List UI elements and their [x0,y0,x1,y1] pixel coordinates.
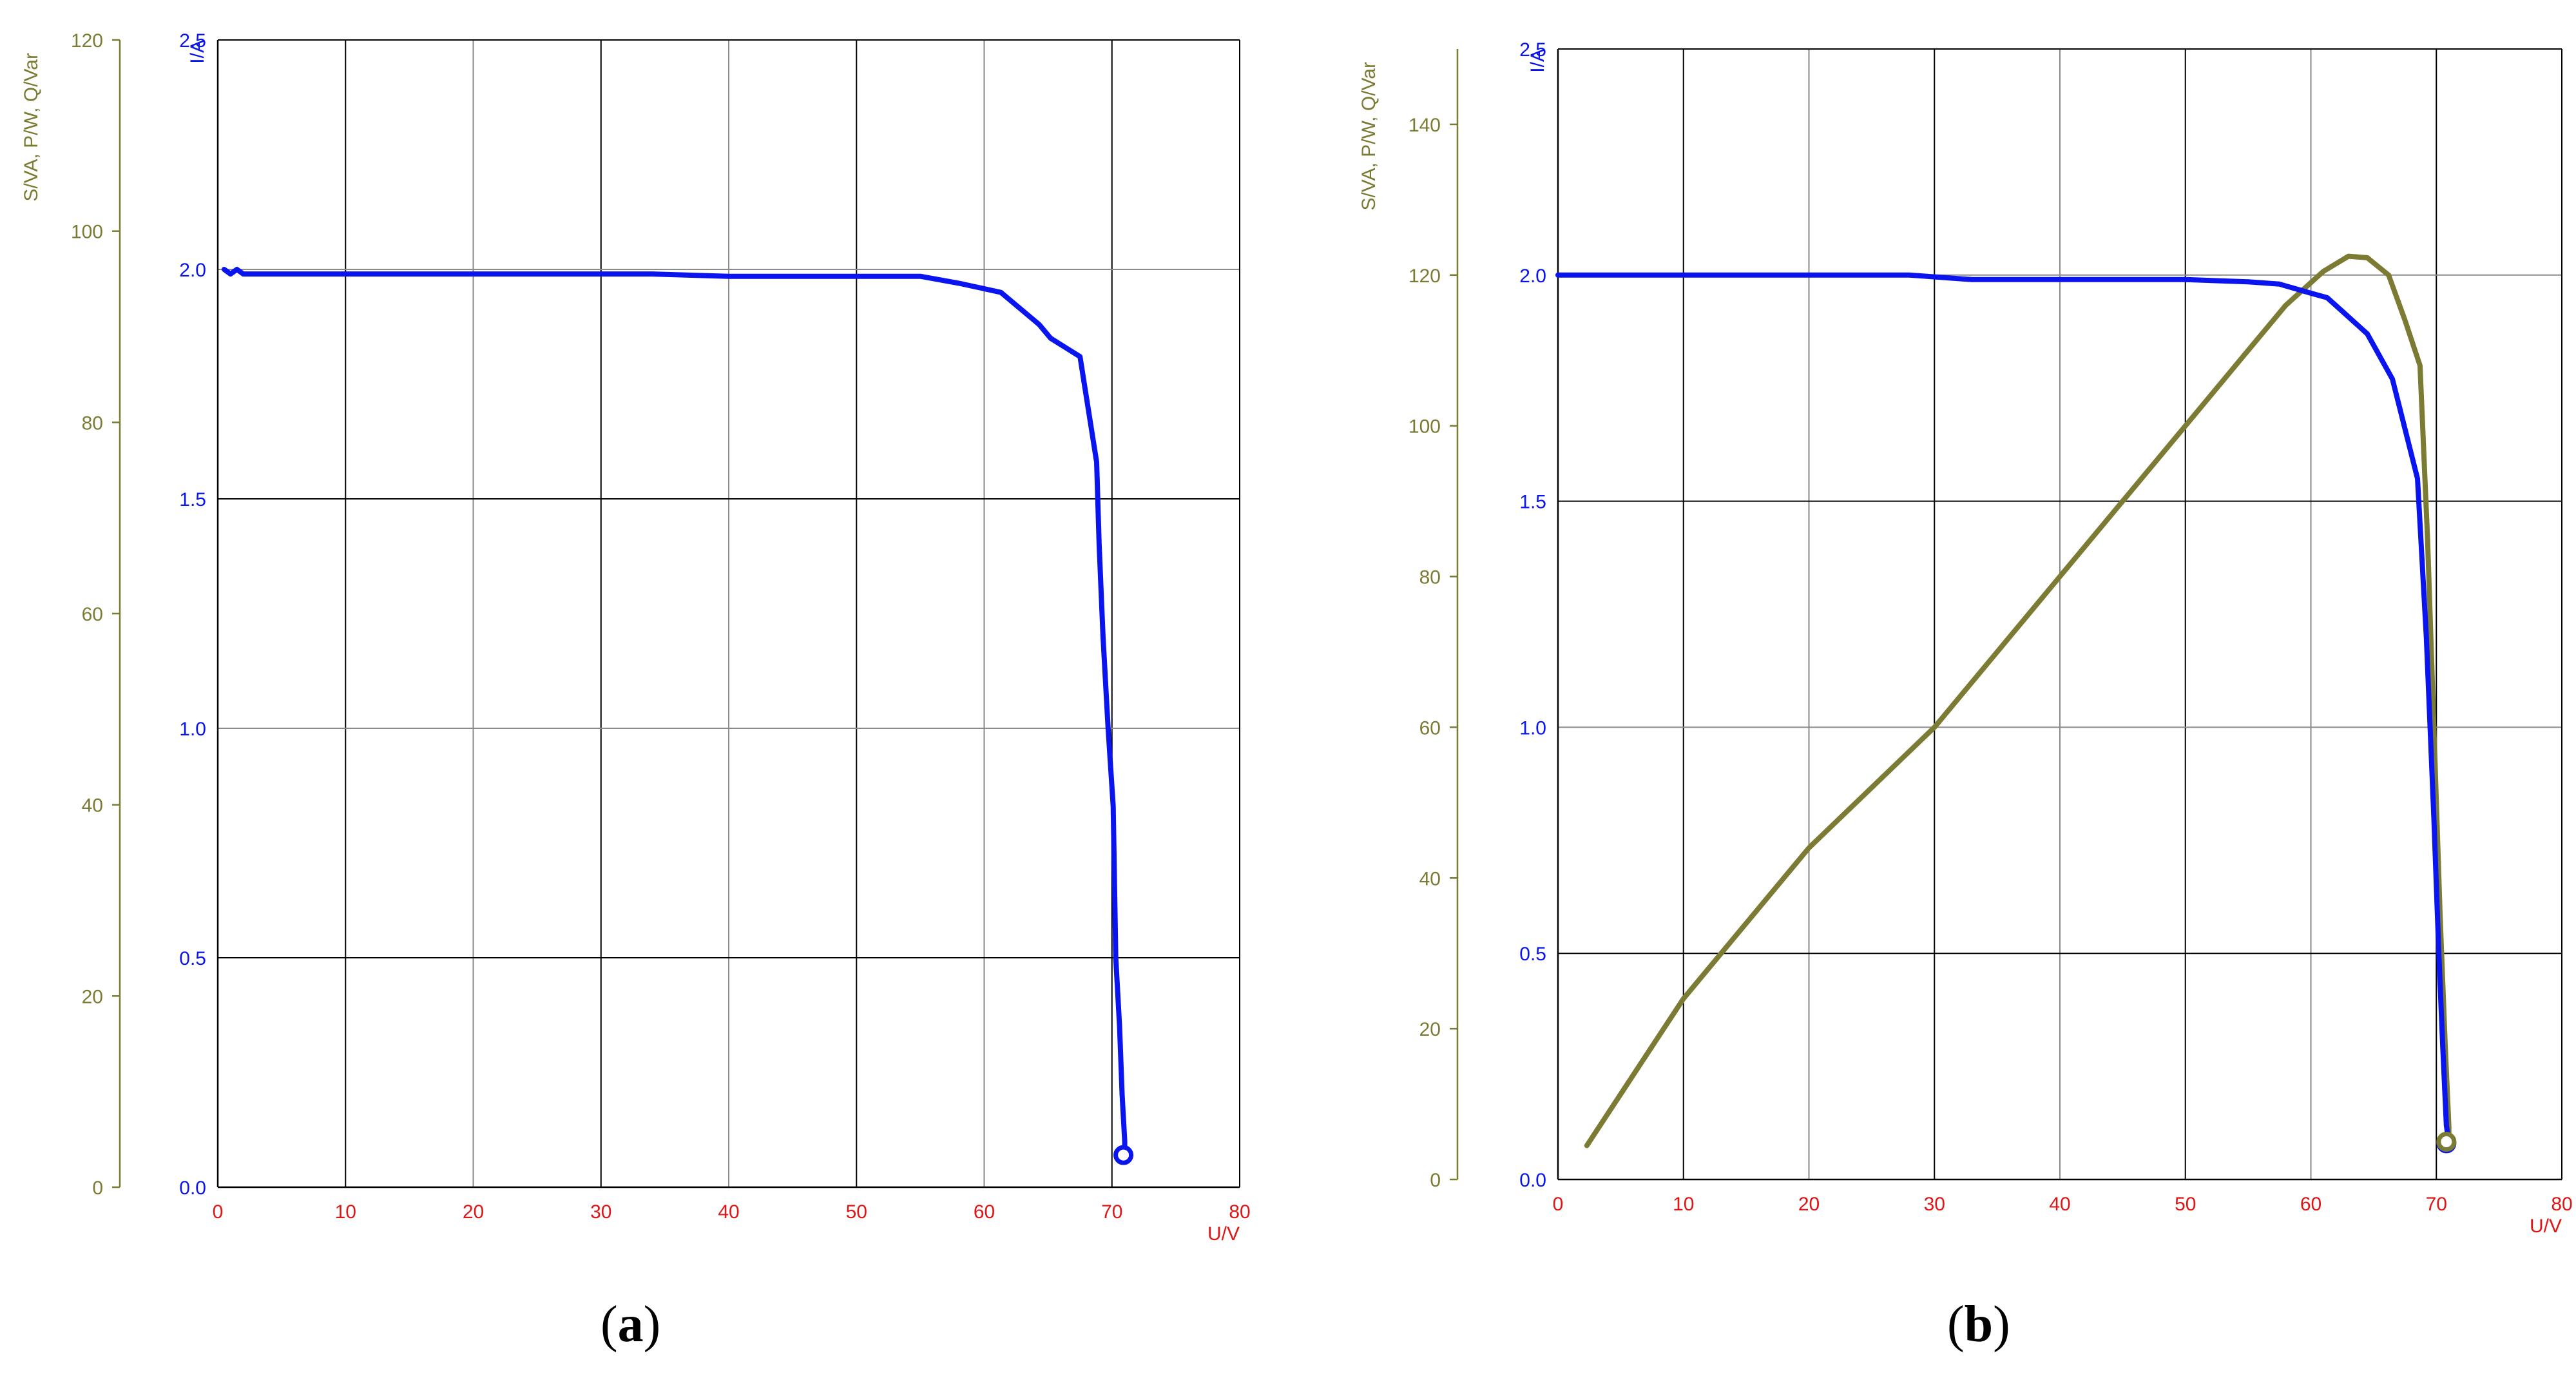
current-tick-label: 2.5 [1519,39,1546,61]
x-tick-label: 20 [463,1201,484,1223]
current-end-marker [1113,1145,1134,1165]
chart-panel-a: 0 10 20 30 40 50 60 70 80 0.0 0.5 1.0 1.5 2.0 2.5 0 20 40… [21,30,1251,1245]
power-tick-label: 20 [82,986,103,1007]
x-tick-label: 40 [718,1201,739,1223]
power-tick-label: 60 [82,604,103,625]
x-tick-label: 40 [2049,1194,2070,1215]
caption-open: ( [601,1296,618,1353]
panel-caption-a: (a) [601,1295,660,1354]
current-tick-label: 0.5 [179,948,206,969]
caption-letter: a [617,1296,644,1353]
power-tick-label: 0 [1430,1170,1441,1191]
x-tick-label: 70 [1101,1201,1122,1223]
x-tick-label: 0 [1553,1194,1564,1215]
caption-letter: b [1964,1296,1994,1353]
caption-close: ) [1993,1296,2010,1353]
current-series-line [221,267,1128,1153]
current-tick-label: 1.5 [1519,492,1546,513]
caption-open: ( [1947,1296,1965,1353]
current-axis-label: I/A [1527,49,1548,73]
power-tick-label: 0 [92,1178,103,1199]
current-tick-label: 0.0 [1519,1170,1546,1191]
x-tick-label: 50 [846,1201,867,1223]
x-tick-label: 80 [2551,1194,2572,1215]
x-tick-label: 30 [1924,1194,1945,1215]
power-tick-label: 120 [1408,266,1441,287]
voltage-axis-label: U/V [2530,1216,2562,1237]
current-tick-label: 1.0 [1519,717,1546,739]
power-tick-label: 120 [71,30,103,52]
x-tick-label: 50 [2175,1194,2196,1215]
panel-caption-b: (b) [1947,1295,2010,1354]
current-tick-label: 0.5 [1519,944,1546,965]
power-series-line [1584,253,2452,1149]
current-axis-label: I/A [187,40,208,64]
power-tick-label: 140 [1408,115,1441,136]
power-tick-label: 80 [82,412,103,434]
x-tick-label: 10 [335,1201,356,1223]
power-tick-label: 100 [71,222,103,243]
x-tick-label: 70 [2426,1194,2447,1215]
current-tick-label: 1.0 [179,719,206,740]
x-tick-label: 0 [213,1201,224,1223]
power-tick-label: 100 [1408,416,1441,438]
x-tick-label: 80 [1229,1201,1250,1223]
current-tick-label: 2.0 [179,260,206,281]
power-tick-label: 40 [1419,868,1441,889]
power-axis-label: S/VA, P/W, Q/Var [21,53,42,202]
current-series-line [1555,272,2452,1146]
x-tick-label: 60 [974,1201,995,1223]
power-end-marker [2436,1132,2457,1152]
power-tick-label: 80 [1419,567,1441,588]
x-tick-label: 20 [1798,1194,1820,1215]
current-tick-label: 2.5 [179,30,206,52]
current-tick-label: 2.0 [1519,266,1546,287]
power-tick-label: 60 [1419,717,1441,739]
power-tick-label: 20 [1419,1019,1441,1040]
current-tick-label: 1.5 [179,489,206,510]
power-tick-label: 40 [82,795,103,817]
voltage-axis-label: U/V [1207,1223,1240,1245]
chart-panel-b: 0 10 20 30 40 50 60 70 80 0.0 0.5 1.0 1.5 2.0 2.5 0 20 40… [1358,39,2573,1237]
x-tick-label: 60 [2300,1194,2321,1215]
x-tick-label: 30 [590,1201,611,1223]
x-tick-label: 10 [1673,1194,1694,1215]
power-axis-label: S/VA, P/W, Q/Var [1358,62,1379,211]
current-tick-label: 0.0 [179,1178,206,1199]
caption-close: ) [643,1296,661,1353]
